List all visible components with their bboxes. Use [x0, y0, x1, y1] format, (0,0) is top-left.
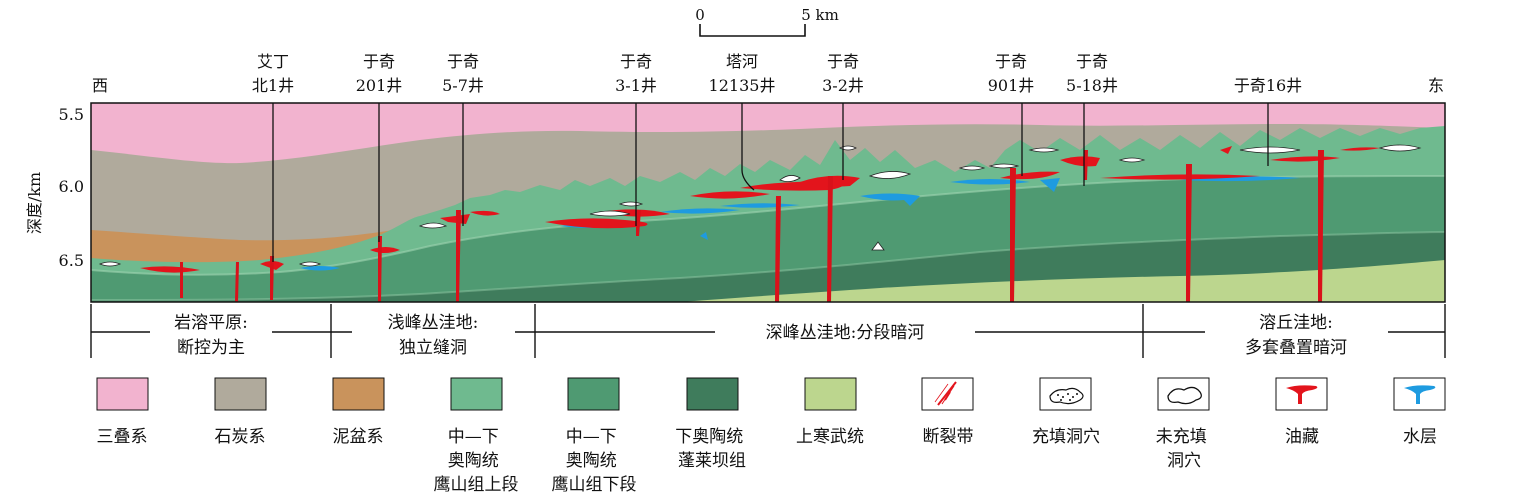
depth-axis: 深度/km 5.5 6.0 6.5 [25, 105, 97, 270]
legend-swatch-devonian [332, 377, 385, 411]
caves [98, 144, 1422, 267]
scale-bar-start: 0 [695, 6, 705, 24]
direction-east: 东 [1428, 76, 1444, 95]
depth-tick-6-0: 6.0 [59, 177, 84, 196]
well-labels: 艾丁北1井 于奇 201井 于奇 5-7井 于奇 3-1井 塔河 12135井 于奇 3-… [252, 52, 1302, 95]
oil-reservoir-icon [1275, 377, 1328, 411]
legend-label-yingshan-lower: 中—下 奥陶统 鹰山组下段 [552, 427, 637, 495]
legend-swatch-yingshan-lower [567, 377, 620, 411]
legend-label-devonian: 泥盆系 [333, 427, 384, 447]
depth-tick-6-5: 6.5 [59, 251, 84, 270]
fault-zone-icon [921, 377, 974, 411]
legend-swatch-carboniferous [214, 377, 267, 411]
zone-brackets [90, 304, 1446, 358]
well-label-8: 于奇16井 [1234, 76, 1302, 95]
scale-bar-end: 5 km [801, 6, 839, 24]
depth-axis-label: 深度/km [25, 172, 44, 234]
well-label-3: 于奇 3-1井 [615, 52, 657, 95]
filled-cave-icon [1039, 377, 1092, 411]
legend-label-carboniferous: 石炭系 [215, 427, 266, 447]
legend-label-upper-cambrian: 上寒武统 [796, 427, 864, 447]
well-label-4: 塔河 12135井 [709, 52, 776, 95]
well-label-6: 于奇 901井 [988, 52, 1035, 95]
legend-swatch-yingshan-upper [450, 377, 503, 411]
scale-bar: 0 5 km [695, 6, 839, 37]
zone-label-karst-plain: 岩溶平原:断控为主 [174, 313, 248, 358]
legend-label-oil-reservoir: 油藏 [1285, 427, 1319, 447]
well-label-0: 艾丁北1井 [252, 52, 294, 95]
unfilled-cave-icon [1157, 377, 1210, 411]
direction-west: 西 [92, 76, 108, 95]
zone-label-deep-peak: 深峰丛洼地:分段暗河 [766, 323, 925, 343]
legend-swatch-triassic [96, 377, 149, 411]
legend: 三叠系 石炭系 泥盆系 中—下 奥陶统 鹰山组上段 中—下 奥陶统 鹰山组下段 … [96, 377, 1446, 495]
cross-section [91, 103, 1445, 302]
legend-label-fault-zone: 断裂带 [923, 427, 974, 447]
legend-label-yingshan-upper: 中—下 奥陶统 鹰山组上段 [434, 427, 519, 495]
fault-zones [180, 150, 1324, 302]
water-layer-icon [1393, 377, 1446, 411]
wells [272, 103, 1269, 262]
well-label-7: 于奇 5-18井 [1066, 52, 1118, 95]
legend-label-unfilled-cave: 未充填 洞穴 [1156, 427, 1212, 471]
upper-cambrian-layer [680, 260, 1445, 302]
legend-swatch-upper-cambrian [804, 377, 857, 411]
cross-section-frame [90, 102, 1446, 303]
well-label-5: 于奇 3-2井 [822, 52, 864, 95]
depth-tick-5-5: 5.5 [59, 105, 84, 124]
well-label-2: 于奇 5-7井 [442, 52, 484, 95]
legend-label-water-layer: 水层 [1403, 427, 1437, 447]
well-label-1: 于奇 201井 [356, 52, 403, 95]
legend-label-penglaiba: 下奥陶统 蓬莱坝组 [675, 427, 748, 471]
zone-label-shallow-peak: 浅峰丛洼地:独立缝洞 [388, 313, 479, 358]
legend-label-triassic: 三叠系 [97, 427, 148, 447]
zone-label-hill-depression: 溶丘洼地:多套叠置暗河 [1245, 313, 1347, 358]
legend-label-filled-cave: 充填洞穴 [1032, 427, 1100, 447]
oil-reservoirs [140, 146, 1380, 273]
legend-swatch-penglaiba [686, 377, 739, 411]
